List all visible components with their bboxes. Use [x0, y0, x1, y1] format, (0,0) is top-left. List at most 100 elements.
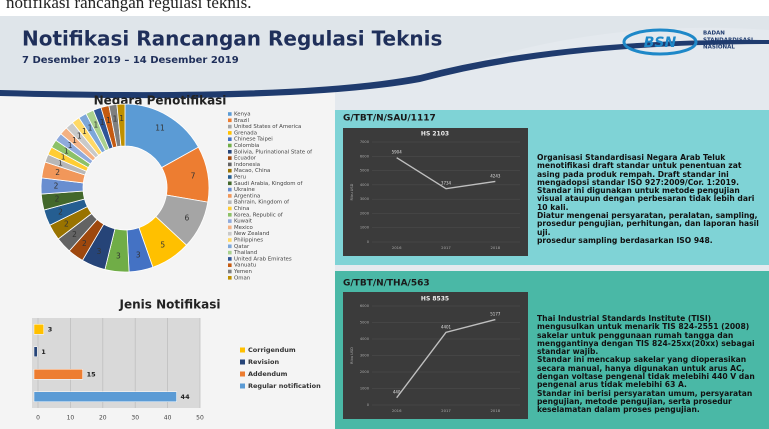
legend-label: Kenya — [234, 112, 251, 118]
legend-swatch — [228, 244, 232, 249]
legend-label: New Zealand — [234, 231, 269, 237]
bar — [33, 391, 177, 402]
y-tick-label: 2000 — [360, 211, 370, 215]
legend-swatch — [228, 225, 232, 230]
y-tick-label: 0 — [367, 240, 370, 244]
data-label: 4401 — [441, 324, 452, 329]
y-tick-label: 0 — [367, 403, 370, 407]
legend-swatch — [228, 187, 232, 192]
data-label: 1 — [88, 124, 93, 133]
panel-text: Thai Industrial Standards Institute (TIS… — [537, 314, 765, 415]
legend-label: Thailand — [233, 250, 257, 256]
y-tick-label: 7000 — [360, 140, 370, 144]
y-tick-label: 5000 — [360, 169, 370, 173]
data-label: 3 — [136, 251, 141, 260]
legend-label: Argentina — [234, 193, 260, 199]
data-label: 4243 — [490, 173, 501, 178]
legend-label: Philippines — [234, 238, 263, 244]
legend-label: Korea, Republic of — [234, 212, 283, 218]
bar — [33, 324, 44, 335]
title: Notifikasi Rancangan Regulasi Teknis — [22, 27, 442, 51]
panel-1-chart-box — [343, 128, 528, 256]
legend-label: Chinese Taipei — [234, 137, 273, 143]
legend-label: Colombia — [234, 143, 259, 149]
x-tick-label: 2016 — [392, 408, 402, 413]
y-tick-label: 3000 — [360, 354, 370, 358]
x-tick-label: 20 — [99, 415, 107, 422]
x-tick-label: 30 — [131, 415, 139, 422]
chart-title: Jenis Notifikasi — [119, 298, 221, 312]
legend-label: China — [234, 206, 249, 212]
legend-swatch — [240, 347, 245, 353]
x-tick-label: 2018 — [490, 408, 500, 413]
y-tick-label: 4000 — [360, 337, 370, 341]
data-label: 1 — [68, 141, 73, 150]
legend-label: Revision — [248, 358, 279, 366]
data-label: 1 — [82, 127, 87, 136]
data-label: 5 — [160, 241, 165, 250]
legend-swatch — [240, 359, 245, 365]
logo-ring — [622, 28, 698, 56]
x-tick-label: 40 — [164, 415, 172, 422]
legend-label: Corrigendum — [248, 346, 296, 354]
paragraph: Diatur mengenai persyaratan, peralatan, … — [537, 211, 759, 237]
y-tick-label: 6000 — [360, 304, 370, 308]
data-label: 440 — [393, 390, 401, 395]
panel-text: Organisasi Standardisasi Negara Arab Tel… — [537, 153, 763, 245]
legend-swatch — [228, 213, 232, 217]
legend-label: Indonesia — [234, 162, 260, 168]
paragraph: Thai Industrial Standards Institute (TIS… — [537, 314, 755, 357]
legend-label: Kuwait — [234, 219, 252, 225]
y-axis-label: Ribu USD — [350, 183, 354, 200]
data-label: 2 — [55, 195, 60, 204]
legend-swatch — [228, 263, 232, 267]
data-label: 11 — [155, 124, 165, 133]
line — [396, 318, 496, 399]
header-wave — [0, 16, 769, 97]
legend-swatch — [228, 175, 232, 179]
data-label: 1 — [106, 116, 111, 125]
bar — [33, 346, 38, 357]
x-tick-label: 0 — [36, 415, 40, 422]
header-line — [0, 39, 769, 99]
paragraph: prosedur sampling berdasarkan ISO 948. — [537, 235, 713, 245]
legend-swatch — [228, 219, 232, 223]
paragraph: Standar ini digunakan untuk metode pengu… — [537, 186, 755, 212]
x-tick-label: 2017 — [441, 245, 451, 250]
legend-swatch — [228, 206, 232, 211]
y-tick-label: 3000 — [360, 197, 370, 201]
top-text: notifikasi rancangan regulasi teknis. — [6, 0, 251, 12]
data-label: 1 — [61, 152, 66, 161]
data-label: 2 — [82, 239, 87, 248]
legend-label: Mexico — [234, 225, 253, 231]
legend-swatch — [240, 383, 245, 389]
data-label: 3734 — [441, 181, 452, 186]
y-tick-label: 1000 — [360, 387, 370, 391]
legend-swatch — [228, 156, 232, 160]
legend-swatch — [228, 231, 232, 236]
legend-swatch — [228, 200, 232, 204]
legend-swatch — [228, 194, 232, 198]
data-label: 2 — [72, 230, 77, 239]
paragraph: Standar ini berisi persyaratan umum, per… — [537, 388, 753, 415]
y-tick-label: 6000 — [360, 154, 370, 158]
bar — [33, 369, 83, 380]
donut-slice — [116, 103, 126, 147]
legend-swatch — [228, 118, 232, 123]
x-tick-label: 50 — [196, 415, 204, 422]
legend-swatch — [228, 250, 232, 255]
data-label: 6 — [184, 214, 189, 223]
panel-code: G/TBT/N/THA/563 — [343, 279, 430, 289]
y-tick-label: 5000 — [360, 321, 370, 325]
data-label: 1 — [58, 159, 63, 168]
legend-label: Addendum — [248, 370, 288, 378]
panel-code: G/TBT/N/SAU/1117 — [343, 114, 436, 124]
data-label: 1 — [77, 131, 82, 140]
data-label: 5904 — [392, 150, 403, 155]
data-label: 2 — [58, 207, 63, 216]
legend-label: United States of America — [234, 124, 301, 130]
legend-label: Brazil — [234, 118, 249, 124]
x-tick-label: 10 — [67, 415, 75, 422]
data-label: 2 — [54, 181, 59, 190]
